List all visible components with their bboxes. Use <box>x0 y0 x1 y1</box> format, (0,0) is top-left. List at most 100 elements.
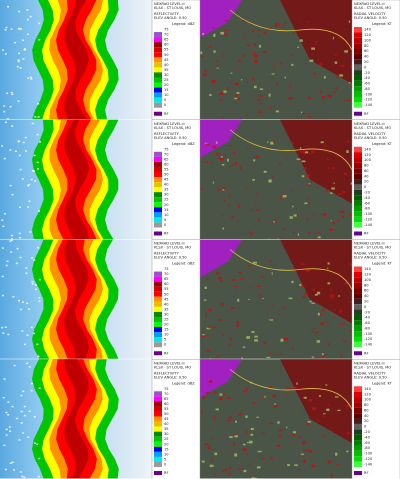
velocity-speckle <box>233 434 237 436</box>
legend-swatch <box>154 286 162 292</box>
velocity-speckle <box>213 305 216 307</box>
header-line: KLSX - ST LOUIS, MO <box>354 246 391 250</box>
velocity-speckle <box>206 391 210 395</box>
legend-swatch <box>354 37 362 44</box>
clutter <box>3 213 6 215</box>
clutter <box>3 378 6 380</box>
velocity-speckle <box>274 403 277 405</box>
legend-label: 55 <box>164 407 169 411</box>
velocity-speckle <box>299 39 303 42</box>
legend-label: 20 <box>164 203 169 207</box>
velocity-speckle <box>318 231 320 235</box>
velocity-speckle <box>332 36 334 40</box>
clutter <box>15 262 18 265</box>
velocity-speckle <box>216 152 220 156</box>
velocity-speckle <box>307 115 311 118</box>
legend-label: 60 <box>364 169 369 173</box>
legend-label: 140 <box>364 147 372 151</box>
velocity-speckle <box>247 81 249 84</box>
legend-title: Legend: dBZ <box>172 142 195 146</box>
velocity-speckle <box>294 464 298 467</box>
velocity-speckle <box>302 112 305 116</box>
inbound-region <box>280 359 352 444</box>
clutter <box>26 302 29 305</box>
legend-label: -20 <box>364 71 371 75</box>
velocity-speckle <box>232 278 236 281</box>
velocity-speckle <box>335 452 338 456</box>
legend-swatch <box>354 75 362 81</box>
legend-label: 5 <box>164 338 166 342</box>
legend-label: 20 <box>364 419 369 423</box>
legend-label: -20 <box>364 310 371 314</box>
legend-label: 5 <box>164 98 166 102</box>
velocity-speckle <box>254 335 258 338</box>
rf-label: RF <box>364 232 369 236</box>
velocity-speckle <box>280 352 282 356</box>
velocity-speckle <box>320 90 322 93</box>
velocity-speckle <box>282 228 285 231</box>
velocity-speckle <box>311 464 315 468</box>
velocity-speckle <box>309 450 313 453</box>
legend-label: 120 <box>364 273 372 277</box>
velocity-speckle <box>216 67 219 69</box>
velocity-speckle <box>275 110 279 113</box>
legend-swatch <box>354 59 362 65</box>
velocity-speckle <box>266 356 271 358</box>
velocity-speckle <box>306 269 310 272</box>
clutter <box>9 105 12 108</box>
velocity-speckle <box>330 476 333 479</box>
velocity-speckle <box>240 278 243 280</box>
legend-label: -100 <box>364 332 373 336</box>
velocity-speckle <box>336 464 340 466</box>
legend-label: 120 <box>364 33 372 37</box>
clutter <box>5 264 8 267</box>
velocity-speckle <box>307 232 311 234</box>
legend-label: 30 <box>164 312 169 316</box>
velocity-speckle <box>349 46 351 49</box>
rf-label: RF <box>164 112 169 116</box>
velocity-speckle <box>219 397 223 401</box>
legend-label: 40 <box>164 302 169 306</box>
clutter <box>34 180 37 182</box>
velocity-speckle <box>286 426 288 429</box>
velocity-speckle <box>256 285 261 287</box>
velocity-speckle <box>291 142 295 144</box>
velocity-speckle <box>299 284 302 287</box>
clutter <box>18 232 21 235</box>
clutter <box>38 22 41 25</box>
legend-swatch <box>154 301 162 307</box>
velocity-speckle <box>269 386 273 389</box>
velocity-speckle <box>222 227 224 230</box>
velocity-speckle <box>319 62 323 66</box>
legend-swatch <box>354 331 362 337</box>
legend-label: -120 <box>364 98 373 102</box>
velocity-speckle <box>254 60 258 64</box>
legend-swatch <box>154 97 162 103</box>
velocity-speckle <box>253 85 257 89</box>
velocity-speckle <box>204 286 207 289</box>
legend-swatch <box>154 77 162 83</box>
velocity-speckle <box>220 31 224 35</box>
clutter <box>22 58 25 60</box>
velocity-speckle <box>208 380 213 383</box>
clutter <box>36 133 39 136</box>
rf-label: RF <box>164 232 169 236</box>
legend-label: 0 <box>164 103 167 107</box>
velocity-speckle <box>303 460 306 463</box>
velocity-speckle <box>304 151 309 154</box>
velocity-speckle <box>316 187 319 189</box>
clutter <box>34 284 37 286</box>
legend-label: 40 <box>364 55 369 59</box>
legend-swatch <box>154 426 162 432</box>
clutter <box>17 27 20 30</box>
velocity-speckle <box>292 431 297 434</box>
echo-band <box>64 119 89 240</box>
velocity-speckle <box>350 85 353 89</box>
velocity-speckle <box>219 99 223 101</box>
legend-label: 60 <box>364 49 369 53</box>
velocity-speckle <box>268 93 271 97</box>
velocity-speckle <box>215 408 219 411</box>
velocity-speckle <box>311 47 316 50</box>
clutter <box>36 161 39 164</box>
rf-swatch <box>154 471 162 475</box>
